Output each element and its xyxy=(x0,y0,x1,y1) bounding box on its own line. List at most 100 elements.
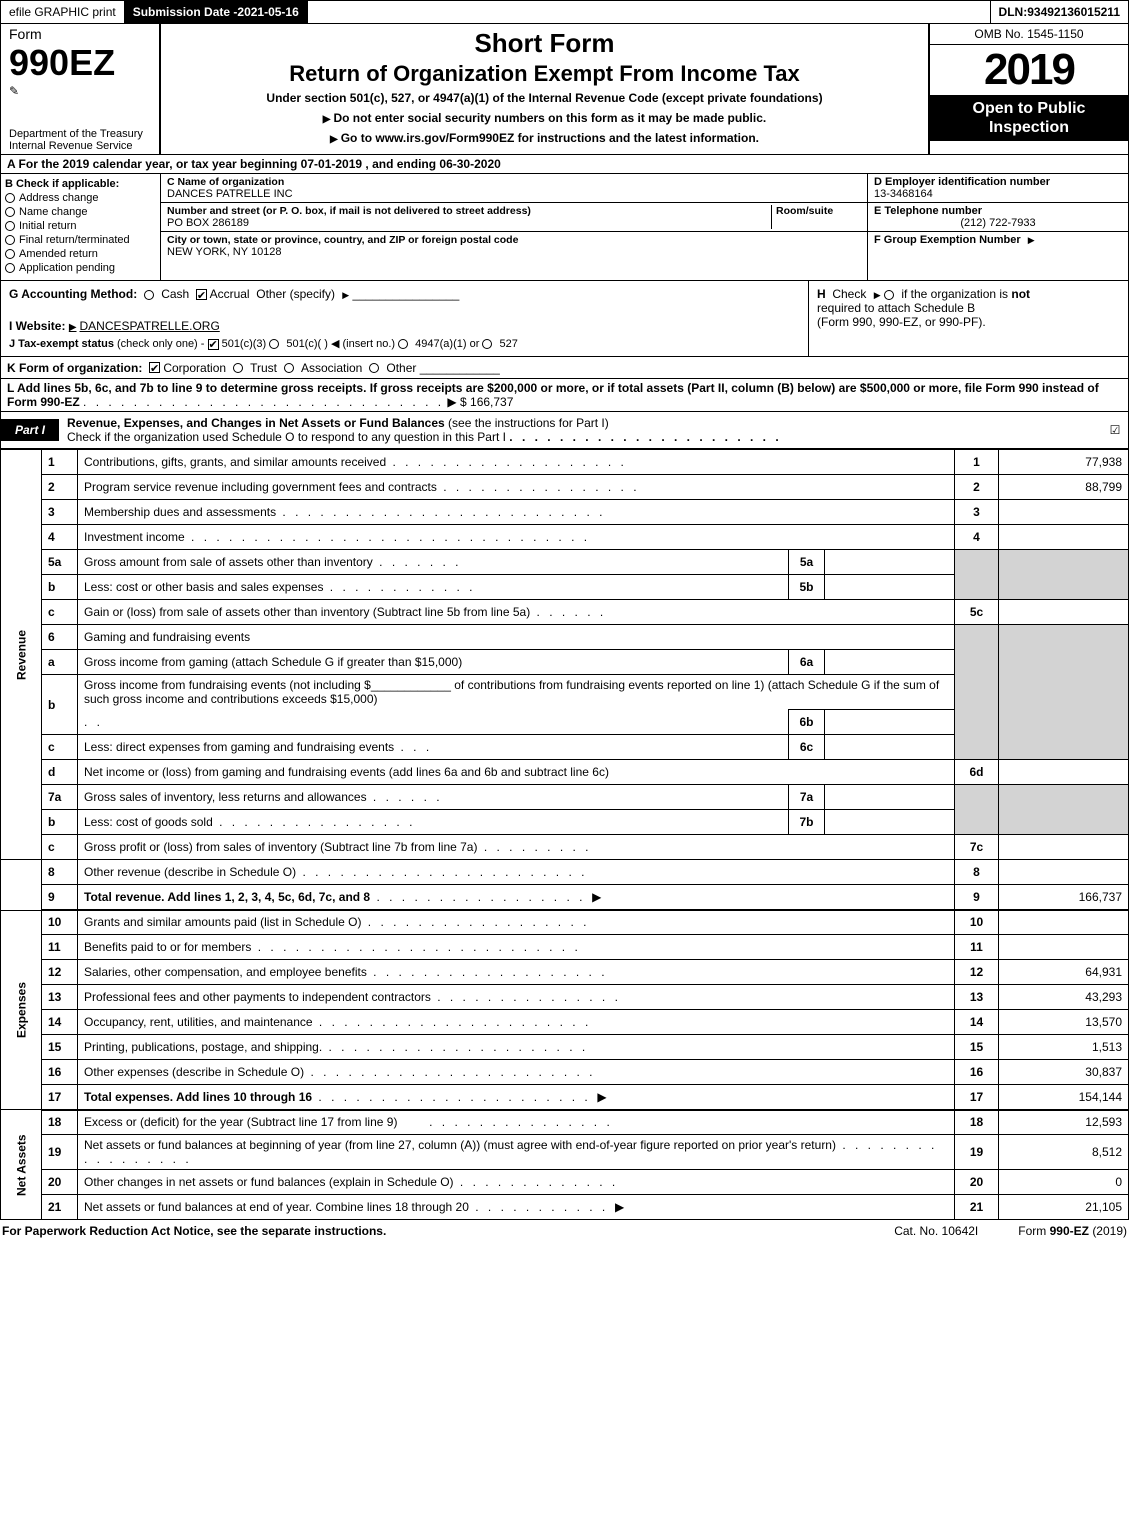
checkbox-other-org[interactable] xyxy=(369,363,379,373)
dln-value: 93492136015211 xyxy=(1027,5,1120,19)
part-i-title-text: Revenue, Expenses, and Changes in Net As… xyxy=(67,416,445,430)
line-desc: Grants and similar amounts paid (list in… xyxy=(78,910,955,935)
col-c-org-info: C Name of organization DANCES PATRELLE I… xyxy=(161,174,868,280)
sub-line-ref: 5b xyxy=(789,575,825,600)
line-num: 14 xyxy=(42,1010,78,1035)
h-text2: if the organization is xyxy=(901,287,1008,301)
line-ref: 10 xyxy=(955,910,999,935)
section-net-assets: Net Assets xyxy=(1,1110,42,1220)
submission-date: Submission Date - 2021-05-16 xyxy=(125,1,308,23)
part-i-hint: (see the instructions for Part I) xyxy=(448,416,609,430)
table-row: Net Assets 18 Excess or (deficit) for th… xyxy=(1,1110,1129,1135)
line-ref: 3 xyxy=(955,500,999,525)
subtitle-under-section: Under section 501(c), 527, or 4947(a)(1)… xyxy=(171,91,918,105)
checkbox-initial-return[interactable] xyxy=(5,221,15,231)
part-i-checkbox[interactable]: ☑ xyxy=(1102,423,1128,437)
label-501c: 501(c)( ) xyxy=(286,338,328,350)
line-desc: Total expenses. Add lines 10 through 16 … xyxy=(78,1085,955,1110)
part-i-title: Revenue, Expenses, and Changes in Net As… xyxy=(59,412,1102,448)
checkbox-4947[interactable] xyxy=(398,339,408,349)
line-num: b xyxy=(42,675,78,735)
line-amount: 88,799 xyxy=(999,475,1129,500)
label-527: 527 xyxy=(500,338,518,350)
line-desc: Gross amount from sale of assets other t… xyxy=(78,550,789,575)
page-footer: For Paperwork Reduction Act Notice, see … xyxy=(0,1220,1129,1242)
line-desc: Excess or (deficit) for the year (Subtra… xyxy=(78,1110,955,1135)
arrow-icon xyxy=(338,287,349,301)
checkbox-application-pending[interactable] xyxy=(5,263,15,273)
sub-line-amount xyxy=(825,785,955,810)
line-desc: Gross profit or (loss) from sales of inv… xyxy=(78,835,955,860)
table-row: 15 Printing, publications, postage, and … xyxy=(1,1035,1129,1060)
line-desc: Contributions, gifts, grants, and simila… xyxy=(78,450,955,475)
line-amount: 21,105 xyxy=(999,1195,1129,1220)
table-row: 3 Membership dues and assessments . . . … xyxy=(1,500,1129,525)
checkbox-h[interactable] xyxy=(884,290,894,300)
line-desc: Gross income from gaming (attach Schedul… xyxy=(78,650,789,675)
line-desc: Program service revenue including govern… xyxy=(78,475,955,500)
line-num: 20 xyxy=(42,1170,78,1195)
org-name-value: DANCES PATRELLE INC xyxy=(167,188,861,200)
line-desc: Professional fees and other payments to … xyxy=(78,985,955,1010)
line-ref: 18 xyxy=(955,1110,999,1135)
arrow-right-icon xyxy=(1024,234,1035,246)
line-num: 13 xyxy=(42,985,78,1010)
label-4947: 4947(a)(1) or xyxy=(415,338,479,350)
label-name-change: Name change xyxy=(19,206,88,218)
checkbox-amended-return[interactable] xyxy=(5,249,15,259)
checkbox-accrual[interactable] xyxy=(196,289,207,300)
arrow-icon-h xyxy=(870,287,881,301)
line-a-mid: , and ending xyxy=(365,157,439,171)
sub-line-amount xyxy=(825,810,955,835)
top-bar: efile GRAPHIC print Submission Date - 20… xyxy=(0,0,1129,24)
section-gap xyxy=(1,860,42,885)
goto-link[interactable]: Go to www.irs.gov/Form990EZ for instruct… xyxy=(171,131,918,145)
table-row: 7a Gross sales of inventory, less return… xyxy=(1,785,1129,810)
line-ref: 21 xyxy=(955,1195,999,1220)
checkbox-501c[interactable] xyxy=(269,339,279,349)
l-value: 166,737 xyxy=(470,395,513,409)
line-num: 9 xyxy=(42,885,78,910)
footer-right-pre: Form xyxy=(1018,1224,1049,1238)
checkbox-527[interactable] xyxy=(482,339,492,349)
line-ref: 1 xyxy=(955,450,999,475)
checkbox-association[interactable] xyxy=(284,363,294,373)
checkbox-trust[interactable] xyxy=(233,363,243,373)
line-amount: 30,837 xyxy=(999,1060,1129,1085)
shaded-cell xyxy=(999,625,1129,760)
label-accrual: Accrual xyxy=(210,287,250,301)
table-row: 6 Gaming and fundraising events xyxy=(1,625,1129,650)
line-ref: 13 xyxy=(955,985,999,1010)
website-link[interactable]: DANCESPATRELLE.ORG xyxy=(69,319,220,333)
efile-print-button[interactable]: efile GRAPHIC print xyxy=(1,1,125,23)
table-row: 9 Total revenue. Add lines 1, 2, 3, 4, 5… xyxy=(1,885,1129,910)
financial-table: Revenue 1 Contributions, gifts, grants, … xyxy=(0,449,1129,1220)
l-dollar: $ xyxy=(460,395,467,409)
label-other-org: Other xyxy=(386,361,416,375)
shaded-cell xyxy=(999,550,1129,600)
checkbox-corporation[interactable] xyxy=(149,362,160,373)
ein-value: 13-3468164 xyxy=(874,188,1122,200)
col-b-title: B Check if applicable: xyxy=(5,178,156,190)
line-num: 6 xyxy=(42,625,78,650)
h-text3: required to attach Schedule B xyxy=(817,301,975,315)
line-amount: 0 xyxy=(999,1170,1129,1195)
footer-cat-no: Cat. No. 10642I xyxy=(894,1224,978,1238)
line-desc: Gross sales of inventory, less returns a… xyxy=(78,785,789,810)
sub-line-amount xyxy=(825,550,955,575)
line-num: a xyxy=(42,650,78,675)
table-row: 13 Professional fees and other payments … xyxy=(1,985,1129,1010)
header-center: Short Form Return of Organization Exempt… xyxy=(161,24,928,154)
checkbox-address-change[interactable] xyxy=(5,193,15,203)
checkbox-final-return[interactable] xyxy=(5,235,15,245)
checkbox-501c3[interactable] xyxy=(208,339,219,350)
footer-form-ref: Form 990-EZ (2019) xyxy=(1018,1224,1127,1238)
label-association: Association xyxy=(301,361,362,375)
line-desc: Less: direct expenses from gaming and fu… xyxy=(78,735,789,760)
checkbox-cash[interactable] xyxy=(144,290,154,300)
address-value: PO BOX 286189 xyxy=(167,217,771,229)
checkbox-name-change[interactable] xyxy=(5,207,15,217)
title-return: Return of Organization Exempt From Incom… xyxy=(171,61,918,87)
no-ssn-warning: Do not enter social security numbers on … xyxy=(171,111,918,125)
line-num: 18 xyxy=(42,1110,78,1135)
